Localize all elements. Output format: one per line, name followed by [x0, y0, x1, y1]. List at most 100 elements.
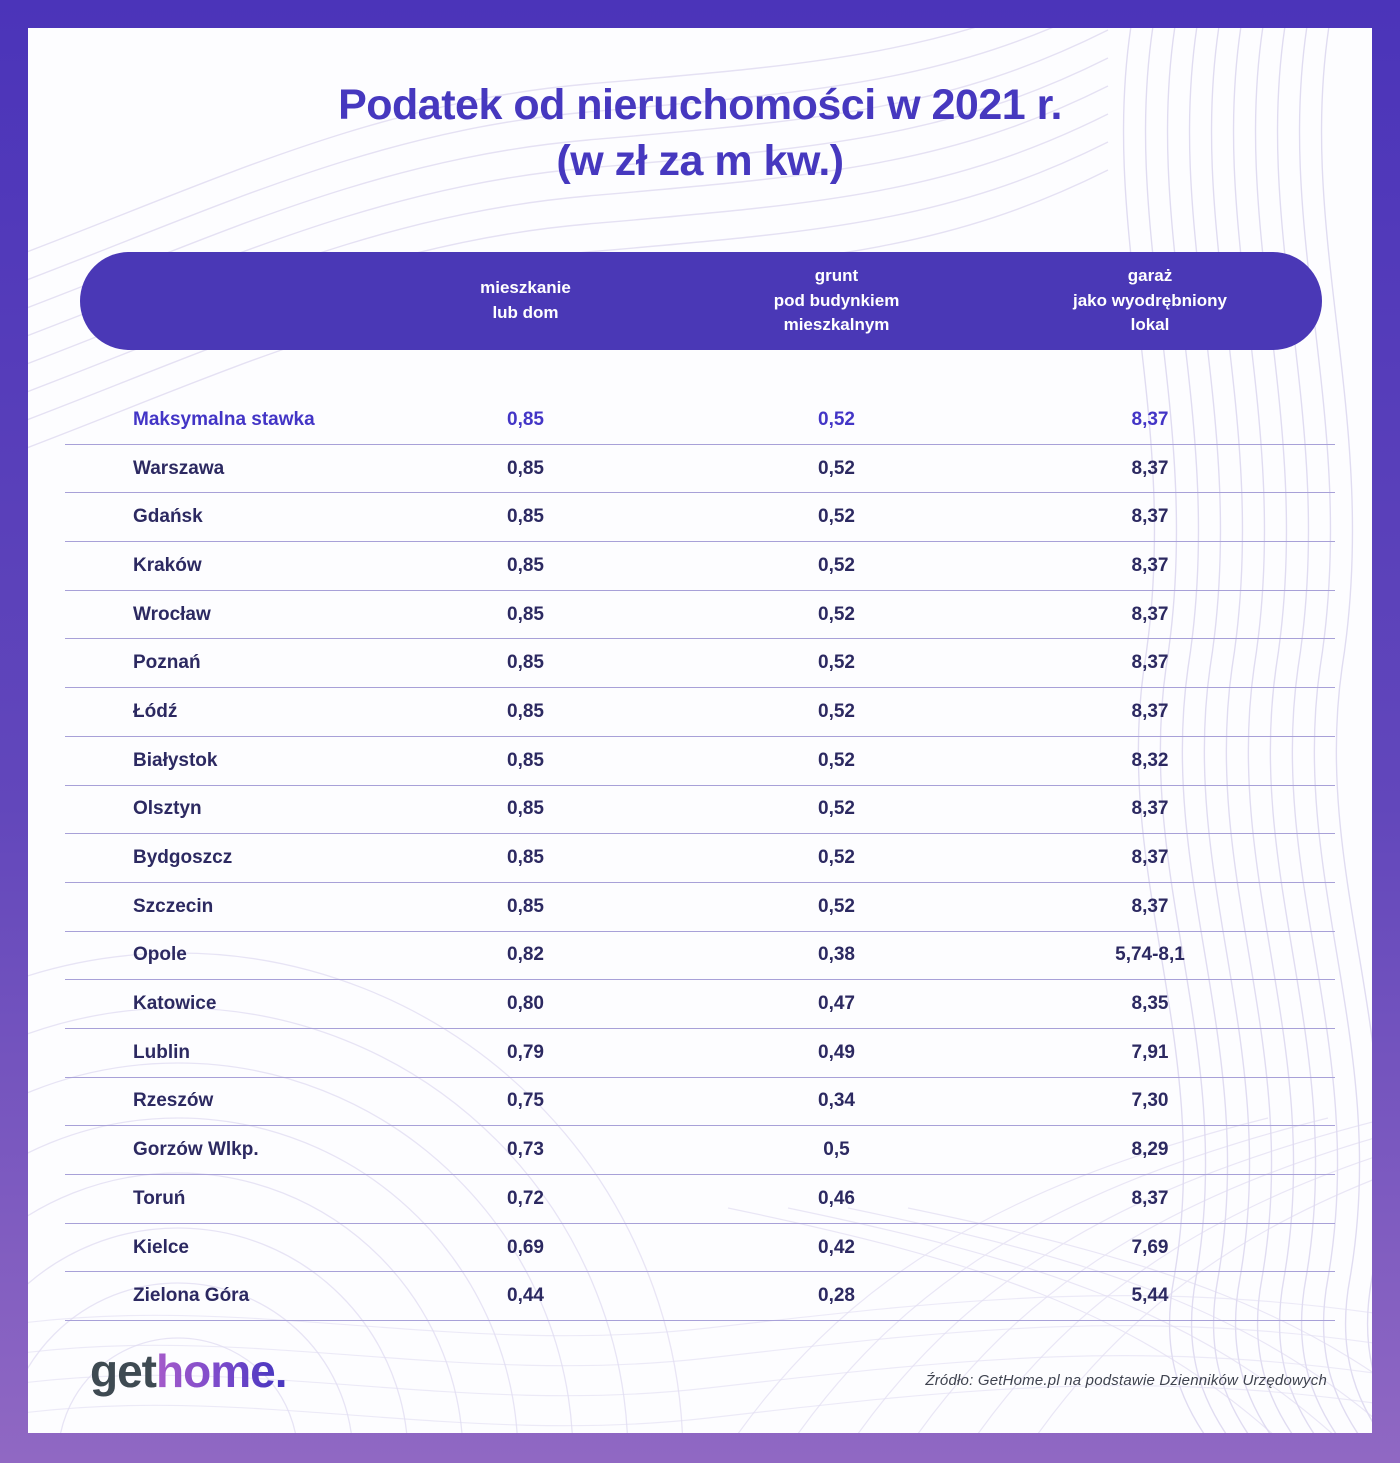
row-value-grunt: 0,34 [818, 1090, 855, 1112]
row-value-grunt: 0,46 [818, 1187, 855, 1209]
column-header-mieszkanie: mieszkanie lub dom [480, 278, 571, 322]
row-value-grunt: 0,52 [818, 408, 855, 430]
table-header: mieszkanie lub dom grunt pod budynkiem m… [65, 252, 1335, 350]
row-value-mieszkanie: 0,44 [507, 1285, 544, 1307]
row-value-mieszkanie: 0,82 [507, 944, 544, 966]
row-label: Warszawa [133, 457, 225, 479]
row-value-mieszkanie: 0,85 [507, 603, 544, 625]
row-label: Poznań [133, 652, 201, 674]
row-value-grunt: 0,52 [818, 554, 855, 576]
row-value-mieszkanie: 0,72 [507, 1187, 544, 1209]
gethome-logo: gethome. [90, 1344, 288, 1398]
row-value-mieszkanie: 0,85 [507, 652, 544, 674]
row-value-mieszkanie: 0,85 [507, 749, 544, 771]
row-value-garaz: 8,37 [1131, 554, 1169, 576]
row-label: Gorzów Wlkp. [133, 1139, 259, 1161]
table-header-pill [80, 252, 1322, 350]
row-value-grunt: 0,52 [818, 506, 855, 528]
row-value-mieszkanie: 0,85 [507, 798, 544, 820]
table-row: Wrocław 0,85 0,52 8,37 [65, 591, 1335, 640]
row-label: Szczecin [133, 895, 214, 917]
row-label: Białystok [133, 749, 218, 771]
row-label: Rzeszów [133, 1090, 214, 1112]
row-value-mieszkanie: 0,73 [507, 1139, 544, 1161]
row-value-grunt: 0,52 [818, 798, 855, 820]
column-header-grunt: grunt pod budynkiem mieszkalnym [773, 266, 900, 335]
row-value-garaz: 8,35 [1131, 993, 1169, 1015]
table-row: Kraków 0,85 0,52 8,37 [65, 542, 1335, 591]
row-value-garaz: 5,44 [1131, 1285, 1169, 1307]
row-value-mieszkanie: 0,85 [507, 457, 544, 479]
row-value-garaz: 8,37 [1131, 408, 1169, 430]
row-label: Lublin [133, 1041, 190, 1063]
row-value-garaz: 8,37 [1131, 798, 1169, 820]
table-row: Opole 0,82 0,38 5,74-8,1 [65, 932, 1335, 981]
row-label: Maksymalna stawka [133, 408, 315, 430]
row-value-garaz: 8,37 [1131, 652, 1169, 674]
row-value-garaz: 8,32 [1131, 749, 1169, 771]
source-note: Źródło: GetHome.pl na podstawie Dziennik… [925, 1372, 1327, 1389]
row-value-garaz: 7,91 [1131, 1041, 1169, 1063]
row-value-grunt: 0,38 [818, 944, 855, 966]
row-value-grunt: 0,52 [818, 603, 855, 625]
row-label: Bydgoszcz [133, 847, 233, 869]
row-value-mieszkanie: 0,75 [507, 1090, 544, 1112]
row-value-garaz: 8,37 [1131, 457, 1169, 479]
row-value-garaz: 8,37 [1131, 895, 1169, 917]
row-value-garaz: 7,30 [1131, 1090, 1169, 1112]
table-row: Bydgoszcz 0,85 0,52 8,37 [65, 834, 1335, 883]
row-value-mieszkanie: 0,85 [507, 554, 544, 576]
table-row: Kielce 0,69 0,42 7,69 [65, 1224, 1335, 1273]
page-title-line1: Podatek od nieruchomości w 2021 r. [338, 81, 1062, 129]
table-row: Maksymalna stawka 0,85 0,52 8,37 [65, 396, 1335, 445]
row-value-garaz: 8,37 [1131, 847, 1169, 869]
logo-text-dot: . [274, 1345, 288, 1397]
table-row: Zielona Góra 0,44 0,28 5,44 [65, 1272, 1335, 1322]
table-row: Toruń 0,72 0,46 8,37 [65, 1175, 1335, 1224]
page-title: Podatek od nieruchomości w 2021 r. (w zł… [28, 78, 1372, 190]
table-body: Maksymalna stawka 0,85 0,52 8,37 Warszawa 0,8… [65, 396, 1335, 1322]
table-row: Lublin 0,79 0,49 7,91 [65, 1029, 1335, 1078]
content-canvas: Podatek od nieruchomości w 2021 r. (w zł… [28, 28, 1372, 1433]
logo-text-get: get [90, 1345, 157, 1397]
row-value-mieszkanie: 0,79 [507, 1041, 544, 1063]
row-value-mieszkanie: 0,85 [507, 847, 544, 869]
table-row: Poznań 0,85 0,52 8,37 [65, 639, 1335, 689]
row-value-mieszkanie: 0,69 [507, 1236, 544, 1258]
logo-text-home: home [156, 1345, 276, 1397]
row-value-mieszkanie: 0,85 [507, 506, 544, 528]
row-label: Kielce [133, 1236, 189, 1258]
row-value-grunt: 0,52 [818, 700, 855, 722]
row-label: Wrocław [133, 603, 211, 625]
row-value-mieszkanie: 0,85 [507, 408, 544, 430]
row-label: Gdańsk [133, 506, 203, 528]
row-label: Toruń [133, 1187, 186, 1209]
table-row: Gorzów Wlkp. 0,73 0,5 8,29 [65, 1126, 1335, 1175]
table-row: Białystok 0,85 0,52 8,32 [65, 737, 1335, 786]
row-value-grunt: 0,49 [818, 1041, 855, 1063]
row-label: Olsztyn [133, 798, 202, 820]
row-value-grunt: 0,52 [818, 749, 855, 771]
row-value-garaz: 5,74-8,1 [1115, 944, 1185, 966]
row-value-mieszkanie: 0,85 [507, 895, 544, 917]
row-value-garaz: 8,29 [1131, 1139, 1169, 1161]
row-value-grunt: 0,47 [818, 993, 855, 1015]
row-value-mieszkanie: 0,80 [507, 993, 544, 1015]
tax-table: mieszkanie lub dom grunt pod budynkiem m… [65, 252, 1335, 1322]
table-row: Rzeszów 0,75 0,34 7,30 [65, 1078, 1335, 1127]
row-value-grunt: 0,42 [818, 1236, 855, 1258]
row-label: Katowice [133, 993, 217, 1015]
row-value-grunt: 0,28 [818, 1285, 855, 1307]
row-value-grunt: 0,5 [823, 1139, 850, 1161]
table-row: Olsztyn 0,85 0,52 8,37 [65, 786, 1335, 835]
row-label: Zielona Góra [133, 1285, 250, 1307]
row-value-grunt: 0,52 [818, 895, 855, 917]
row-label: Opole [133, 944, 187, 966]
row-value-grunt: 0,52 [818, 457, 855, 479]
table-row: Warszawa 0,85 0,52 8,37 [65, 445, 1335, 494]
row-value-grunt: 0,52 [818, 652, 855, 674]
column-header-garaz: garaż jako wyodrębniony lokal [1073, 266, 1227, 335]
row-value-garaz: 7,69 [1131, 1236, 1169, 1258]
table-row: Łódź 0,85 0,52 8,37 [65, 688, 1335, 737]
